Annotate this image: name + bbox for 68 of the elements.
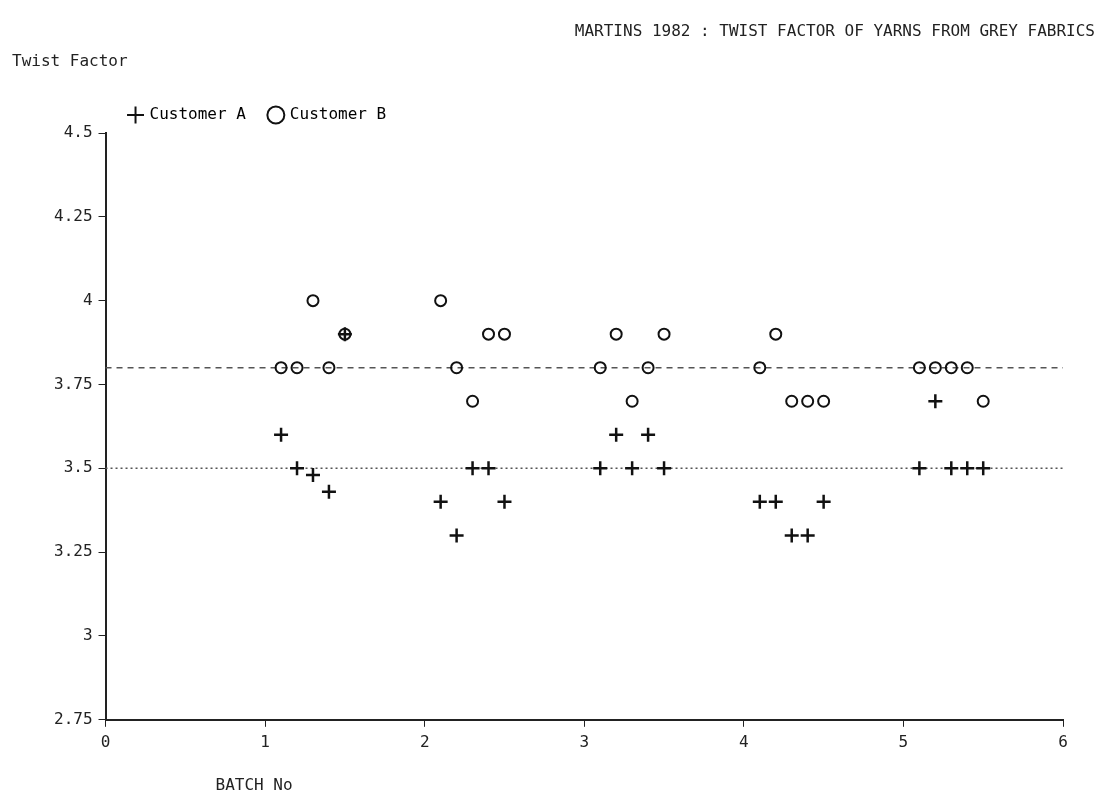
x-tick-label: 4 bbox=[739, 731, 749, 751]
y-tick-label: 3.25 bbox=[54, 541, 93, 561]
point bbox=[623, 460, 641, 477]
y-tick-label: 2.75 bbox=[54, 708, 93, 728]
point bbox=[928, 361, 942, 375]
point bbox=[817, 394, 831, 408]
point bbox=[911, 460, 928, 477]
point bbox=[960, 361, 974, 375]
point bbox=[466, 394, 480, 408]
point bbox=[434, 294, 448, 308]
point bbox=[593, 361, 607, 375]
point bbox=[943, 460, 960, 477]
point bbox=[607, 426, 625, 444]
x-tick-label: 5 bbox=[898, 731, 909, 751]
point bbox=[751, 493, 769, 511]
x-tick-label: 1 bbox=[260, 731, 270, 751]
point bbox=[432, 493, 449, 511]
x-tick-label: 3 bbox=[579, 731, 590, 751]
point bbox=[944, 361, 958, 375]
point bbox=[480, 460, 497, 477]
point bbox=[272, 426, 290, 444]
point bbox=[497, 327, 511, 341]
point bbox=[912, 361, 926, 375]
point bbox=[927, 393, 944, 410]
point bbox=[767, 493, 785, 511]
point bbox=[815, 493, 832, 511]
point bbox=[625, 394, 639, 408]
point bbox=[753, 361, 767, 375]
legend-label: Customer B bbox=[289, 104, 387, 124]
point bbox=[959, 460, 976, 477]
point bbox=[799, 527, 816, 544]
point bbox=[783, 527, 800, 544]
point bbox=[976, 394, 990, 408]
point bbox=[657, 327, 671, 341]
point bbox=[974, 460, 992, 477]
point bbox=[288, 460, 306, 477]
point bbox=[464, 460, 481, 477]
point bbox=[496, 493, 513, 511]
point bbox=[320, 483, 338, 501]
x-tick-label: 2 bbox=[419, 731, 430, 751]
y-axis-title: Twist Factor bbox=[12, 51, 128, 70]
point bbox=[448, 527, 465, 544]
point bbox=[655, 460, 673, 477]
point bbox=[639, 426, 657, 444]
y-tick-label: 4.25 bbox=[54, 205, 93, 225]
point bbox=[322, 361, 336, 375]
y-tick-label: 3.75 bbox=[54, 373, 93, 393]
x-tick-label: 0 bbox=[100, 731, 111, 751]
y-tick-label: 3 bbox=[82, 625, 93, 645]
legend-label: Customer A bbox=[149, 104, 247, 124]
point bbox=[306, 294, 320, 308]
point bbox=[450, 361, 464, 375]
point bbox=[304, 466, 322, 484]
x-tick-label: 6 bbox=[1058, 731, 1068, 751]
point bbox=[785, 394, 799, 408]
point bbox=[482, 327, 496, 341]
y-tick-label: 3.5 bbox=[63, 457, 93, 477]
point bbox=[769, 327, 783, 341]
y-tick-label: 4.5 bbox=[63, 122, 93, 142]
x-axis-title: BATCH No bbox=[215, 775, 293, 794]
y-tick-label: 4 bbox=[82, 289, 93, 309]
point bbox=[290, 361, 304, 375]
point bbox=[591, 460, 609, 477]
point bbox=[609, 327, 623, 341]
point bbox=[801, 394, 815, 408]
chart-title: MARTINS 1982 : TWIST FACTOR OF YARNS FROM GREY FABRICS bbox=[574, 21, 1095, 40]
point bbox=[274, 361, 288, 375]
point bbox=[641, 361, 655, 375]
